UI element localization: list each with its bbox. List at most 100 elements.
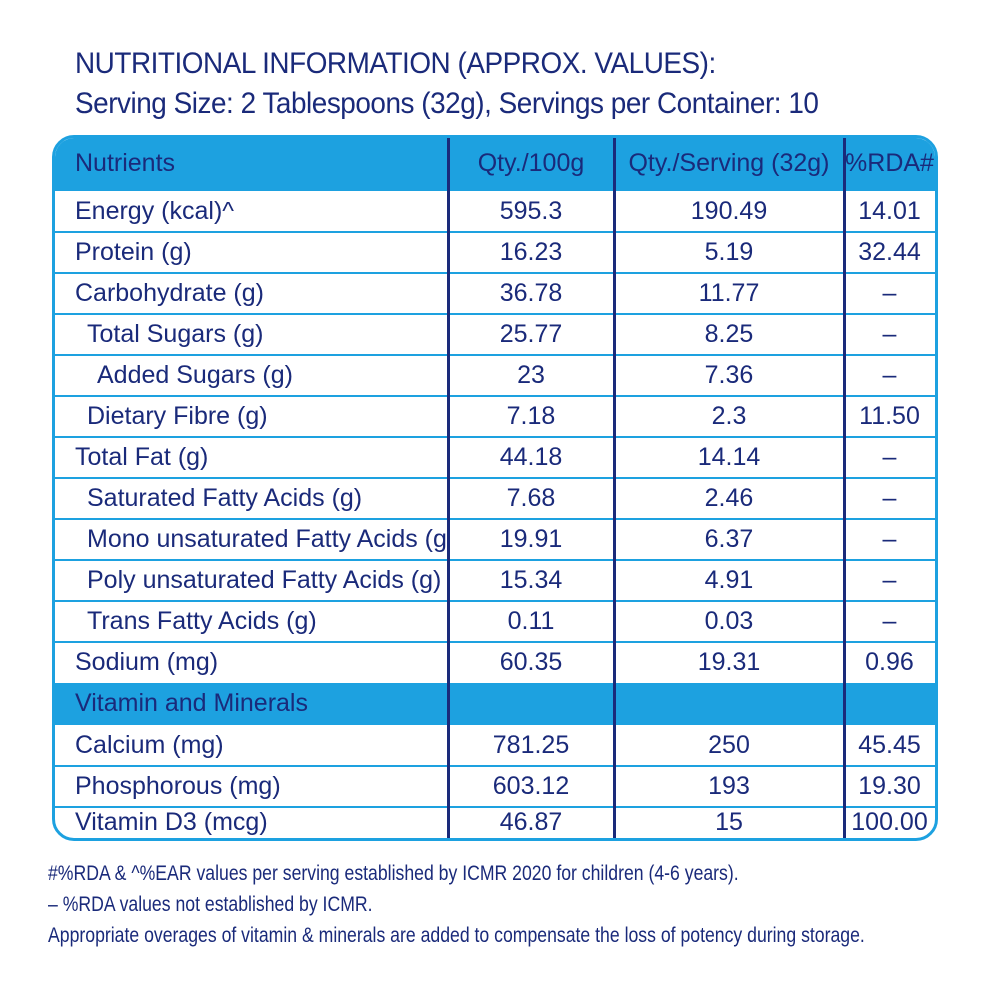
section-empty-cell (844, 683, 935, 723)
rda-value: 32.44 (858, 238, 921, 266)
row-divider (55, 600, 935, 602)
rda-value: 14.01 (858, 197, 921, 225)
label-header: NUTRITIONAL INFORMATION (APPROX. VALUES)… (75, 44, 955, 124)
nutrition-grid: Nutrients Qty./100g Qty./Serving (32g) %… (55, 138, 935, 838)
qty-per-serving: 250 (708, 731, 750, 759)
col-header-rda: %RDA# (845, 149, 934, 177)
rda-value: – (882, 607, 897, 635)
section-title: Vitamin and Minerals (75, 688, 308, 717)
qty-per-100g: 25.77 (499, 320, 563, 348)
row-divider (55, 559, 935, 561)
table-row: Protein (g) 16.23 5.19 32.44 (55, 232, 935, 273)
rda-value: – (882, 361, 897, 389)
nutrient-name: Sodium (mg) (75, 648, 219, 676)
qty-per-serving: 11.77 (698, 279, 760, 307)
section-empty-cell (448, 683, 614, 723)
nutrient-name: Dietary Fibre (g) (87, 402, 268, 430)
table-row: Vitamin D3 (mcg) 46.87 15 100.00 (55, 807, 935, 838)
nutrient-name: Added Sugars (g) (97, 361, 293, 389)
table-row: Total Fat (g) 44.18 14.14 – (55, 437, 935, 478)
rda-value: – (882, 443, 897, 471)
qty-per-serving: 190.49 (690, 197, 768, 225)
rda-value: 45.45 (858, 731, 921, 759)
nutrient-name: Carbohydrate (g) (75, 279, 264, 307)
table-row: Dietary Fibre (g) 7.18 2.3 11.50 (55, 396, 935, 437)
row-divider (55, 477, 935, 479)
qty-per-100g: 19.91 (499, 525, 563, 553)
table-row: Energy (kcal)^ 595.3 190.49 14.01 (55, 191, 935, 232)
footnote-dash: – %RDA values not established by ICMR. (48, 893, 373, 916)
rda-value: 100.00 (851, 808, 928, 836)
qty-per-100g: 0.11 (507, 607, 555, 635)
nutrient-name: Vitamin D3 (mcg) (75, 808, 268, 836)
label-title: NUTRITIONAL INFORMATION (APPROX. VALUES)… (75, 47, 716, 80)
row-divider (55, 272, 935, 274)
row-divider (55, 231, 935, 233)
qty-per-100g: 16.23 (499, 238, 563, 266)
nutrient-name: Total Fat (g) (75, 443, 209, 471)
rda-value: 0.96 (865, 648, 914, 676)
qty-per-100g: 46.87 (499, 808, 563, 836)
nutrient-name: Protein (g) (75, 238, 192, 266)
footnote-rda: #%RDA & ^%EAR values per serving establi… (48, 862, 739, 885)
row-divider (55, 189, 935, 191)
column-divider (613, 138, 616, 838)
rda-value: 19.30 (858, 772, 921, 800)
qty-per-serving: 193 (708, 772, 750, 800)
table-row: Added Sugars (g) 23 7.36 – (55, 355, 935, 396)
qty-per-100g: 7.68 (506, 484, 556, 512)
qty-per-serving: 7.36 (704, 361, 754, 389)
row-divider (55, 641, 935, 643)
rda-value: – (882, 525, 897, 553)
footnote-overages: Appropriate overages of vitamin & minera… (48, 924, 865, 947)
table-header-row: Nutrients Qty./100g Qty./Serving (32g) %… (55, 138, 935, 189)
row-divider (55, 765, 935, 767)
qty-per-serving: 0.03 (704, 607, 754, 635)
table-row: Carbohydrate (g) 36.78 11.77 – (55, 273, 935, 314)
section-header-row: Vitamin and Minerals (55, 683, 935, 723)
table-row: Phosphorous (mg) 603.12 193 19.30 (55, 766, 935, 807)
column-divider (447, 138, 450, 838)
rda-value: 11.50 (859, 402, 920, 430)
nutrient-name: Poly unsaturated Fatty Acids (g) (87, 566, 442, 594)
rda-value: – (882, 279, 897, 307)
qty-per-100g: 15.34 (499, 566, 563, 594)
row-divider (55, 723, 935, 725)
qty-per-100g: 781.25 (492, 731, 570, 759)
qty-per-serving: 4.91 (704, 566, 754, 594)
qty-per-100g: 603.12 (492, 772, 570, 800)
nutrition-table: Nutrients Qty./100g Qty./Serving (32g) %… (52, 135, 938, 841)
serving-info: Serving Size: 2 Tablespoons (32g), Servi… (75, 87, 819, 120)
row-divider (55, 436, 935, 438)
row-divider (55, 518, 935, 520)
qty-per-serving: 5.19 (704, 238, 754, 266)
nutrient-name: Trans Fatty Acids (g) (87, 607, 317, 635)
col-header-nutrients: Nutrients (75, 149, 176, 177)
qty-per-serving: 14.14 (697, 443, 761, 471)
table-row: Saturated Fatty Acids (g) 7.68 2.46 – (55, 478, 935, 519)
table-row: Calcium (mg) 781.25 250 45.45 (55, 725, 935, 766)
qty-per-100g: 60.35 (499, 648, 563, 676)
qty-per-serving: 8.25 (704, 320, 754, 348)
col-header-per-serving: Qty./Serving (32g) (628, 149, 830, 177)
row-divider (55, 354, 935, 356)
rda-value: – (882, 566, 897, 594)
nutrient-name: Calcium (mg) (75, 731, 224, 759)
row-divider (55, 313, 935, 315)
col-header-per-100g: Qty./100g (477, 149, 585, 177)
qty-per-serving: 2.3 (711, 402, 747, 430)
footnotes: #%RDA & ^%EAR values per serving establi… (48, 858, 968, 951)
qty-per-serving: 6.37 (704, 525, 754, 553)
row-divider (55, 395, 935, 397)
qty-per-100g: 44.18 (499, 443, 563, 471)
qty-per-100g: 23 (517, 361, 545, 389)
nutrient-name: Total Sugars (g) (87, 320, 264, 348)
qty-per-serving: 15 (715, 808, 743, 836)
nutrient-name: Energy (kcal)^ (75, 197, 234, 225)
qty-per-serving: 2.46 (704, 484, 754, 512)
table-row: Poly unsaturated Fatty Acids (g) 15.34 4… (55, 560, 935, 601)
nutrient-name: Saturated Fatty Acids (g) (87, 484, 363, 512)
section-empty-cell (614, 683, 844, 723)
table-row: Total Sugars (g) 25.77 8.25 – (55, 314, 935, 355)
qty-per-100g: 7.18 (506, 402, 556, 430)
